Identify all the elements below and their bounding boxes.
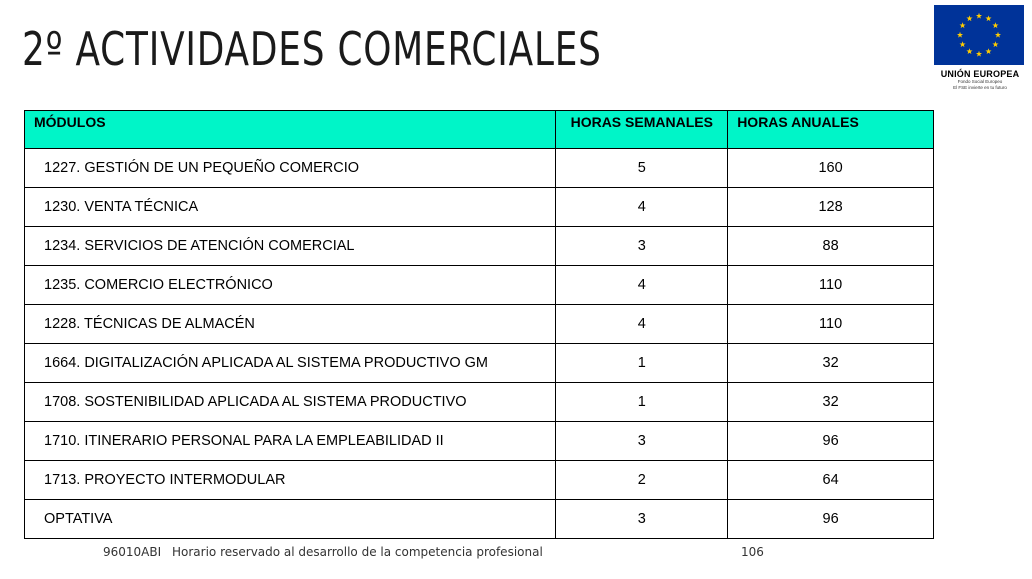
table-row: 1664. DIGITALIZACIÓN APLICADA AL SISTEMA… [23,343,934,383]
module-cell: 1228. TÉCNICAS DE ALMACÉN [23,304,557,344]
annual-hours-cell: 88 [727,226,934,266]
annual-hours-cell: 96 [727,421,934,461]
table-row: 1713. PROYECTO INTERMODULAR 2 64 [23,460,934,500]
star-icon [975,12,983,19]
table-row: 1227. GESTIÓN DE UN PEQUEÑO COMERCIO 5 160 [23,148,934,188]
module-cell: 1235. COMERCIO ELECTRÓNICO [23,265,557,305]
star-icon [975,50,983,57]
footer-code: 96010ABI [103,545,162,559]
eu-subtitle-1: Fondo Social Europeo [957,79,1003,84]
annual-hours-cell: 96 [727,499,934,539]
weekly-hours-cell: 3 [555,421,729,461]
eu-flag-icon [934,5,1024,65]
module-cell: 1230. VENTA TÉCNICA [23,187,557,227]
annual-hours-cell: 64 [727,460,934,500]
annual-hours-cell: 160 [727,148,934,188]
weekly-hours-cell: 4 [555,187,729,227]
table-row: 1235. COMERCIO ELECTRÓNICO 4 110 [23,265,934,305]
table-row: OPTATIVA 3 96 [23,499,934,539]
table-row: 1234. SERVICIOS DE ATENCIÓN COMERCIAL 3 88 [23,226,934,266]
table-row: 1710. ITINERARIO PERSONAL PARA LA EMPLEA… [23,421,934,461]
modules-table: MÓDULOS HORAS SEMANALES HORAS ANUALES 12… [23,110,934,539]
star-icon [992,22,999,29]
annual-hours-cell: 110 [727,304,934,344]
weekly-hours-cell: 1 [555,343,729,383]
weekly-hours-cell: 3 [555,226,729,266]
footer-text: Horario reservado al desarrollo de la co… [172,545,543,559]
weekly-hours-cell: 1 [555,382,729,422]
weekly-hours-cell: 2 [555,460,729,500]
star-icon [985,48,992,55]
module-cell: 1664. DIGITALIZACIÓN APLICADA AL SISTEMA… [23,343,557,383]
header-modules: MÓDULOS [23,110,557,149]
star-icon [956,31,964,38]
star-icon [994,31,1002,38]
eu-subtitle-2: El FSE invierte en tu futuro [953,85,1007,90]
annual-hours-cell: 110 [727,265,934,305]
eu-name: UNIÓN EUROPEA [940,69,1020,79]
annual-hours-cell: 32 [727,382,934,422]
weekly-hours-cell: 4 [555,304,729,344]
module-cell: 1234. SERVICIOS DE ATENCIÓN COMERCIAL [23,226,557,266]
table-header-row: MÓDULOS HORAS SEMANALES HORAS ANUALES [23,110,934,149]
module-cell: 1710. ITINERARIO PERSONAL PARA LA EMPLEA… [23,421,557,461]
footer-value: 106 [741,545,764,559]
star-icon [966,48,973,55]
star-icon [985,15,992,22]
page-title: 2º ACTIVIDADES COMERCIALES [22,22,602,76]
star-icon [959,41,966,48]
weekly-hours-cell: 5 [555,148,729,188]
weekly-hours-cell: 3 [555,499,729,539]
eu-logo: UNIÓN EUROPEA Fondo Social Europeo El FS… [934,5,1026,91]
module-cell: 1713. PROYECTO INTERMODULAR [23,460,557,500]
table-row: 1708. SOSTENIBILIDAD APLICADA AL SISTEMA… [23,382,934,422]
weekly-hours-cell: 4 [555,265,729,305]
annual-hours-cell: 128 [727,187,934,227]
module-cell: 1227. GESTIÓN DE UN PEQUEÑO COMERCIO [23,148,557,188]
star-icon [992,41,999,48]
table-row: 1230. VENTA TÉCNICA 4 128 [23,187,934,227]
table-row: 1228. TÉCNICAS DE ALMACÉN 4 110 [23,304,934,344]
header-annual-hours: HORAS ANUALES [727,110,934,149]
star-icon [966,15,973,22]
module-cell: 1708. SOSTENIBILIDAD APLICADA AL SISTEMA… [23,382,557,422]
module-cell: OPTATIVA [23,499,557,539]
header-weekly-hours: HORAS SEMANALES [555,110,729,149]
star-icon [959,22,966,29]
annual-hours-cell: 32 [727,343,934,383]
